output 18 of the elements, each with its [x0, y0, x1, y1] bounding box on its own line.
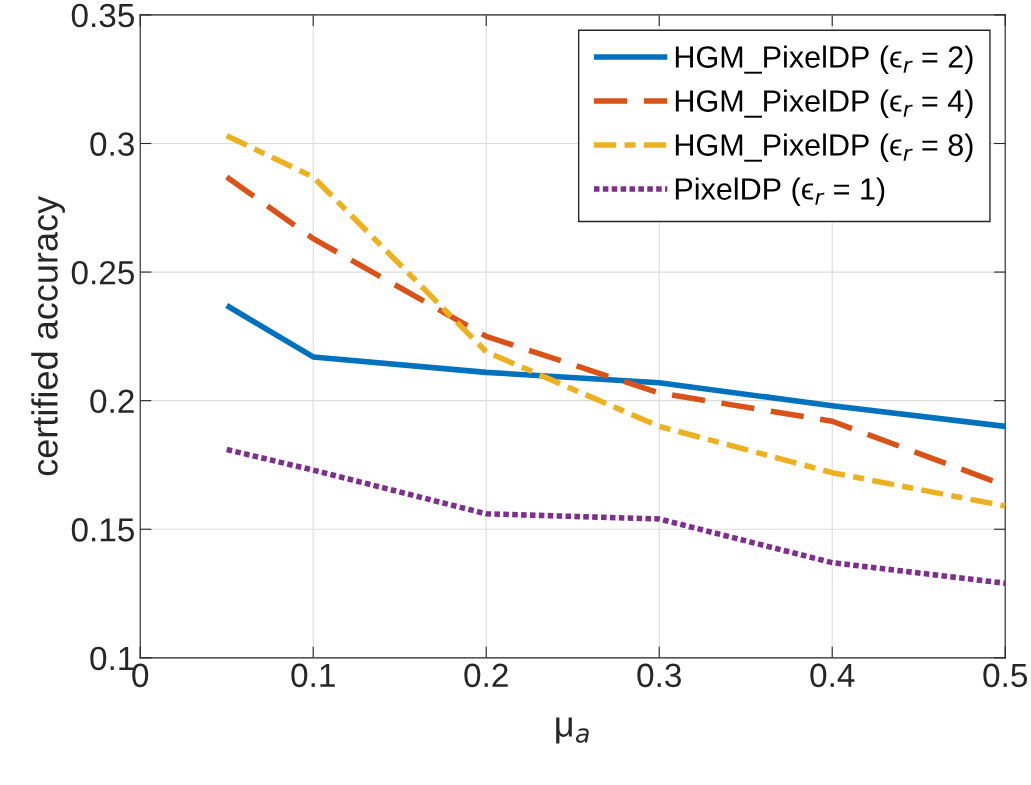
legend-label: HGM_PixelDP (ϵ$_{r}$ = 8)	[675, 133, 973, 162]
y-tick-label: 0.3	[90, 132, 134, 156]
y-axis-title: certified accuracy	[31, 195, 65, 476]
y-tick-label: 0.15	[71, 518, 134, 542]
x-tick-label: 0.1	[291, 663, 335, 688]
x-tick-label: 0.5	[983, 663, 1027, 688]
y-tick-label: 0.25	[71, 260, 134, 285]
x-axis-title: μ$_{a}$	[556, 717, 589, 744]
y-tick-label: 0.35	[71, 3, 134, 28]
y-tick-label: 0.1	[90, 646, 134, 671]
legend-label: HGM_PixelDP (ϵ$_{r}$ = 4)	[675, 89, 973, 118]
y-tick-label: 0.2	[90, 389, 134, 414]
x-tick-label: 0.3	[637, 663, 681, 688]
x-tick-label: 0.2	[464, 663, 508, 688]
legend-label: PixelDP (ϵ$_{r}$ = 1)	[675, 177, 885, 206]
x-tick-label: 0.4	[810, 663, 855, 688]
x-tick-label: 0	[132, 663, 149, 688]
legend-label: HGM_PixelDP (ϵ$_{r}$ = 2)	[675, 45, 973, 74]
